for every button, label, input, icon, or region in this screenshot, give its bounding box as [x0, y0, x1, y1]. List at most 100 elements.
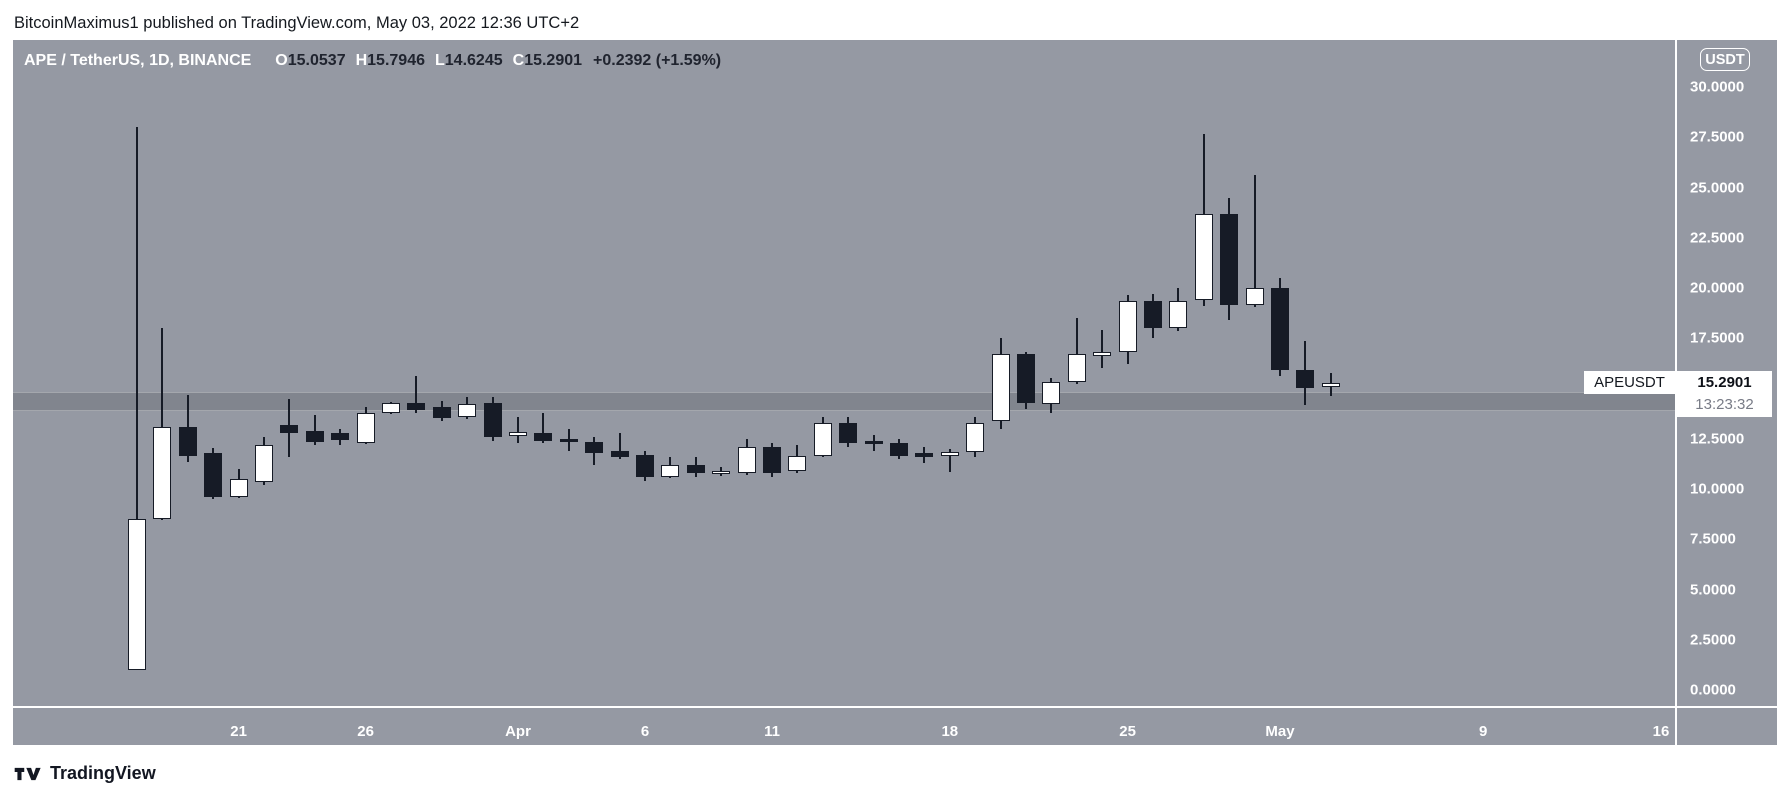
candle-body — [407, 402, 426, 410]
time-tick-label: May — [1265, 723, 1295, 740]
candle-body — [915, 452, 934, 457]
price-axis-separator — [1675, 40, 1677, 745]
candle-body — [331, 432, 350, 440]
price-tick-label: 7.5000 — [1690, 530, 1736, 548]
candle-body — [1245, 288, 1264, 306]
candle-body — [229, 478, 248, 498]
candle-body — [1093, 352, 1112, 357]
candle-wick — [948, 448, 951, 472]
high-value: 15.7946 — [367, 52, 425, 69]
low-label: L — [435, 52, 445, 69]
candle-body — [509, 431, 527, 436]
candle-wick — [136, 127, 138, 670]
bar-countdown: 13:23:32 — [1695, 396, 1754, 413]
candle-body — [712, 470, 731, 474]
price-tick-label: 5.0000 — [1690, 581, 1736, 598]
time-tick-label: 26 — [357, 723, 374, 740]
time-tick-label: 25 — [1119, 723, 1136, 740]
high-label: H — [355, 52, 368, 69]
time-tick-label: 9 — [1479, 723, 1488, 740]
last-price-label: 15.2901 13:23:32 — [1677, 371, 1772, 417]
open-value: 15.0537 — [287, 52, 346, 69]
time-tick-label: 18 — [941, 723, 959, 740]
candle-body — [559, 438, 578, 442]
candle-body — [686, 464, 705, 473]
candle-body — [839, 422, 858, 443]
candle-body — [940, 451, 959, 456]
currency-badge: USDT — [1700, 48, 1750, 71]
candle-body — [763, 446, 781, 473]
candle-body — [610, 450, 629, 457]
candle-body — [585, 441, 604, 453]
last-price-symbol-tag: APEUSDT — [1584, 371, 1675, 394]
candle-body — [661, 464, 680, 477]
tradingview-logo[interactable]: TradingView — [14, 763, 156, 784]
candle-body — [483, 402, 502, 437]
price-tick-label: 2.5000 — [1690, 631, 1736, 649]
candle-body — [153, 426, 172, 520]
time-axis-separator — [13, 706, 1777, 708]
candle-body — [636, 454, 654, 477]
candle-body — [1169, 301, 1188, 329]
candle-body — [458, 403, 477, 417]
candle-body — [813, 422, 832, 456]
open-label: O — [275, 52, 288, 69]
close-value: 15.2901 — [524, 52, 583, 69]
candle-body — [1271, 288, 1289, 371]
candle-wick — [415, 376, 418, 413]
chart-plot-area[interactable] — [13, 40, 1675, 707]
price-tick-label: 22.5000 — [1690, 229, 1745, 247]
candle-body — [1042, 382, 1061, 404]
candle-wick — [1101, 330, 1104, 369]
candle-body — [382, 402, 400, 413]
candle-body — [432, 406, 451, 418]
time-tick-label: 21 — [230, 723, 247, 740]
candle-wick — [1075, 318, 1078, 385]
candle-body — [1296, 370, 1315, 389]
candle-body — [1067, 354, 1086, 383]
change-value: +0.2392 (+1.59%) — [593, 52, 722, 69]
last-price-value: 15.2901 — [1697, 374, 1752, 391]
price-tick-label: 12.5000 — [1690, 430, 1745, 448]
price-tick-label: 0.0000 — [1690, 681, 1736, 699]
candle-body — [356, 412, 375, 443]
candle-body — [280, 424, 299, 433]
price-tick-label: 25.0000 — [1690, 179, 1745, 196]
candle-wick — [618, 432, 621, 459]
candle-body — [178, 426, 197, 456]
chart-panel — [13, 40, 1777, 745]
candle-body — [204, 452, 223, 498]
tradingview-logo-icon — [14, 764, 42, 784]
attribution-text: BitcoinMaximus1 published on TradingView… — [14, 14, 580, 32]
symbol-title: APE / TetherUS, 1D, BINANCE — [24, 52, 252, 69]
price-tick-label: 30.0000 — [1690, 78, 1745, 96]
candle-body — [1017, 354, 1035, 403]
time-tick-label: Apr — [505, 723, 531, 740]
candle-body — [737, 446, 756, 473]
price-tick-label: 10.0000 — [1690, 480, 1745, 498]
candle-body — [534, 432, 553, 441]
low-value: 14.6245 — [444, 52, 503, 69]
candle-wick — [161, 328, 164, 521]
close-label: C — [512, 52, 525, 69]
candle-body — [890, 442, 908, 456]
candle-body — [966, 422, 985, 452]
candle-body — [1144, 301, 1162, 329]
candle-body — [128, 519, 146, 670]
candle-wick — [1253, 175, 1256, 308]
time-tick-label: 6 — [640, 723, 650, 740]
price-tick-label: 17.5000 — [1690, 329, 1745, 347]
candle-body — [1321, 382, 1340, 388]
candle-wick — [313, 414, 316, 445]
candle-wick — [542, 412, 545, 443]
time-tick-label: 16 — [1652, 723, 1670, 740]
candle-wick — [517, 416, 519, 443]
time-tick-label: 11 — [764, 723, 780, 740]
candle-body — [1220, 213, 1239, 306]
candle-body — [305, 430, 324, 442]
chart-legend: APE / TetherUS, 1D, BINANCE O15.0537 H15.7… — [24, 52, 721, 70]
candle-body — [864, 440, 883, 444]
candle-body — [1194, 213, 1213, 301]
price-tick-label: 20.0000 — [1690, 279, 1745, 297]
